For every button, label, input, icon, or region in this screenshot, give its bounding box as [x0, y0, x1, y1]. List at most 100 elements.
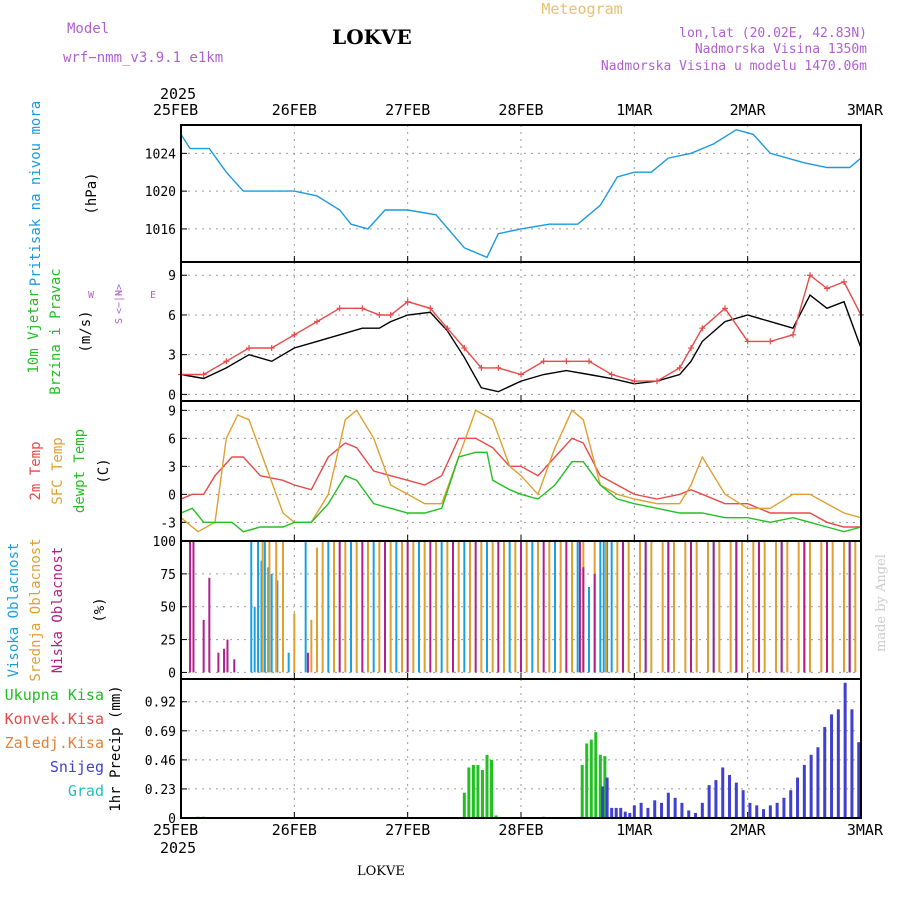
bar-srednja-oblacnost	[321, 541, 324, 673]
bar-snijeg	[850, 709, 854, 818]
y-tick-label: 3	[168, 349, 176, 364]
bar-snijeg	[687, 810, 691, 818]
bar-visoka-oblacnost	[257, 541, 260, 673]
unit-label: (m/s)	[78, 310, 94, 352]
bar-visoka-oblacnost	[395, 541, 398, 673]
bar-snijeg	[610, 807, 614, 818]
bottom-time-label: 1MAR	[616, 821, 653, 839]
gust-marker	[586, 358, 592, 365]
bar-snijeg	[836, 709, 840, 818]
top-time-label: 3MAR	[847, 101, 884, 119]
bar-ukupna-kisa	[476, 764, 480, 818]
meteogram-label: Meteogram	[541, 0, 622, 18]
bar-srednja-oblacnost	[333, 541, 335, 673]
bar-snijeg	[639, 802, 643, 818]
bar-snijeg	[762, 809, 766, 818]
bar-srednja-oblacnost	[537, 541, 539, 673]
bar-snijeg	[823, 727, 827, 818]
bar-snijeg	[673, 797, 677, 818]
gust-marker	[676, 364, 683, 371]
gust-marker	[518, 371, 524, 378]
top-time-label: 25FEB	[153, 101, 198, 119]
bar-visoka-oblacnost	[263, 541, 266, 673]
gust-marker	[359, 305, 366, 312]
bar-visoka-oblacnost	[260, 560, 263, 673]
bar-snijeg	[734, 782, 738, 818]
top-time-label: 2MAR	[730, 101, 767, 119]
y-tick-label: 0.23	[145, 783, 176, 798]
gust-marker	[767, 338, 774, 345]
bar-niska-oblacnost	[429, 541, 432, 673]
bar-ukupna-kisa	[462, 792, 466, 818]
bar-visoka-oblacnost	[270, 573, 273, 673]
bar-srednja-oblacnost	[673, 541, 675, 673]
top-time-label: 28FEB	[498, 101, 543, 119]
bar-snijeg	[623, 811, 627, 818]
y-tick-label: 3	[168, 460, 176, 475]
precip-legend-item: Grad	[68, 782, 104, 800]
bar-niska-oblacnost	[217, 652, 220, 673]
bar-srednja-oblacnost	[661, 541, 664, 673]
panel-background	[181, 679, 861, 818]
bar-srednja-oblacnost	[741, 541, 743, 673]
bar-srednja-oblacnost	[355, 541, 358, 673]
bar-niska-oblacnost	[780, 541, 783, 673]
bar-srednja-oblacnost	[627, 541, 630, 673]
gust-marker	[314, 318, 320, 325]
bar-visoka-oblacnost	[304, 541, 307, 673]
gust-marker	[688, 345, 694, 352]
bar-srednja-oblacnost	[650, 541, 653, 673]
gust-marker	[807, 272, 813, 279]
gust-marker	[268, 345, 275, 352]
compass-arrows: <−|−>	[114, 284, 125, 314]
bar-snijeg	[628, 812, 632, 818]
series-speed	[180, 294, 862, 393]
bar-niska-oblacnost	[690, 541, 692, 673]
bar-snijeg	[646, 807, 650, 818]
bar-srednja-oblacnost	[843, 541, 845, 673]
series-2m-temp	[180, 437, 861, 528]
bar-srednja-oblacnost	[775, 541, 777, 673]
bar-srednja-oblacnost	[854, 541, 857, 673]
gust-marker	[495, 364, 502, 371]
bar-niska-oblacnost	[361, 541, 364, 673]
bar-visoka-oblacnost	[287, 652, 290, 673]
bar-srednja-oblacnost	[389, 541, 392, 673]
gust-marker	[461, 345, 468, 352]
y-tick-label: 1016	[145, 223, 176, 238]
bar-srednja-oblacnost	[446, 541, 449, 673]
bar-ukupna-kisa	[585, 743, 589, 818]
compass-south: S	[114, 318, 125, 324]
gust-marker	[841, 278, 847, 285]
bar-srednja-oblacnost	[752, 541, 755, 673]
bar-snijeg	[796, 777, 800, 818]
bar-visoka-oblacnost	[372, 541, 375, 673]
top-year-label: 2025	[160, 85, 196, 103]
bar-snijeg	[768, 805, 772, 818]
bar-srednja-oblacnost	[763, 541, 766, 673]
bar-srednja-oblacnost	[514, 541, 517, 673]
gust-marker	[223, 358, 230, 365]
gust-marker	[540, 358, 547, 365]
bar-srednja-oblacnost	[275, 541, 278, 673]
ylabel-2: Niska Oblacnost	[50, 547, 66, 673]
y-tick-label: 0	[168, 666, 176, 681]
ylabel-0: 10m Vjetar	[26, 289, 42, 373]
unit-label: (hPa)	[84, 172, 100, 214]
bar-niska-oblacnost	[208, 577, 211, 673]
bottom-time-label: 25FEB	[153, 821, 198, 839]
bar-ukupna-kisa	[589, 739, 593, 818]
gust-marker	[824, 285, 830, 292]
precip-legend-item: Zaledj.Kisa	[5, 734, 104, 752]
panel-frame	[180, 678, 862, 819]
series-sfc-temp	[180, 409, 862, 533]
bottom-time-label: 3MAR	[847, 821, 884, 839]
gust-marker	[427, 305, 434, 312]
y-tick-label: 9	[168, 269, 176, 284]
gust-marker	[722, 305, 728, 312]
bar-niska-oblacnost	[192, 541, 195, 673]
bar-snijeg	[601, 786, 605, 818]
y-tick-label: 75	[160, 568, 176, 583]
bar-niska-oblacnost	[497, 541, 500, 673]
bar-niska-oblacnost	[667, 541, 670, 673]
